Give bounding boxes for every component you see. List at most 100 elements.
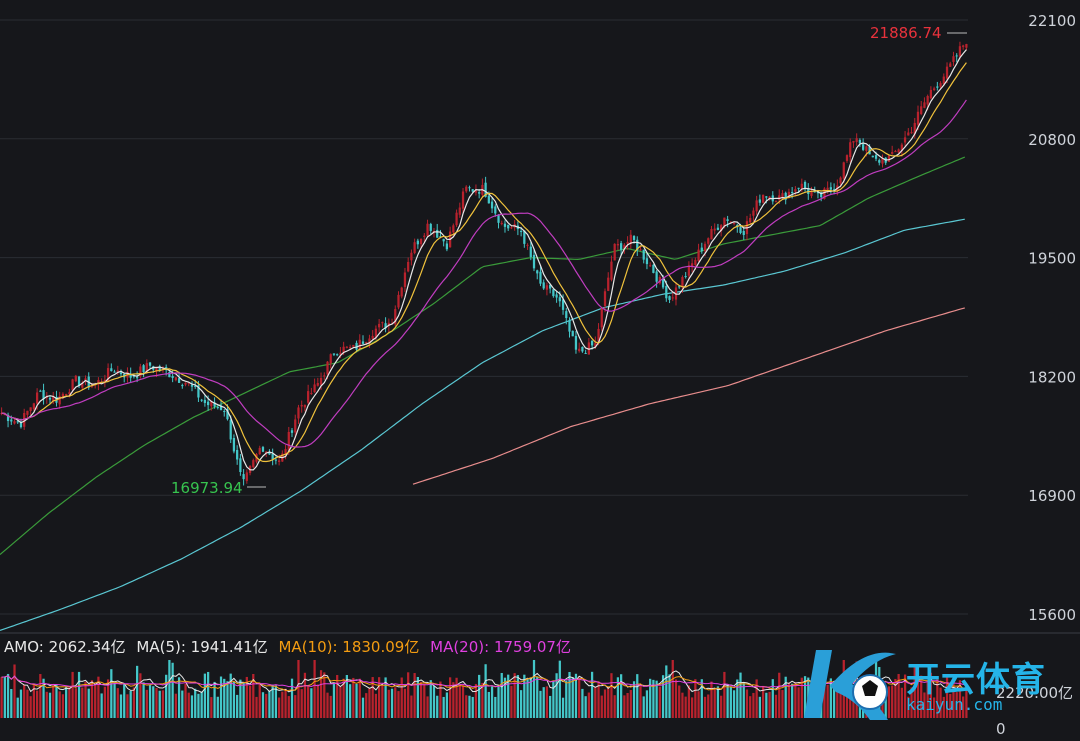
candle-body (936, 86, 939, 88)
candle-body (277, 460, 281, 463)
high-price-label: 21886.74 (870, 24, 942, 42)
candle-body (313, 384, 316, 393)
volume-bar (771, 679, 774, 718)
volume-bar (755, 679, 758, 718)
volume-bar (239, 679, 242, 718)
candle-body (945, 66, 949, 79)
candle-body (532, 254, 536, 269)
volume-bar (826, 684, 829, 718)
volume-bar (484, 664, 487, 718)
candle-body (190, 384, 194, 387)
candle-body (652, 264, 655, 273)
candle-body (920, 106, 923, 115)
candle-body (965, 44, 968, 48)
watermark-url: kaiyun.com (906, 695, 1003, 714)
candle-body (671, 297, 674, 299)
candle-body (229, 419, 232, 440)
volume-bar (749, 696, 752, 718)
ma20-line (1, 99, 967, 448)
candle-body (419, 238, 423, 245)
volume-bar (326, 692, 329, 718)
volume-bar (574, 673, 578, 718)
candle-body (407, 261, 410, 272)
candle-body (916, 111, 920, 125)
volume-bar (290, 678, 294, 718)
volume-scale-min: 0 (996, 720, 1006, 738)
volume-bar (268, 690, 271, 718)
candle-body (842, 162, 845, 179)
volume-bar (552, 680, 555, 718)
volume-bar (126, 694, 129, 718)
candle-body (820, 192, 823, 198)
candle-body (623, 244, 626, 249)
candle-body (232, 438, 236, 452)
volume-bar (578, 677, 581, 718)
candle-body (678, 286, 681, 288)
volume-bar (632, 681, 636, 718)
candle-body (903, 137, 907, 143)
candle-body (829, 187, 832, 190)
volume-bar (103, 686, 106, 718)
volume-bar (636, 674, 639, 718)
candle-body (97, 380, 100, 385)
volume-bar (342, 678, 345, 718)
candle-body (371, 335, 374, 339)
candle-body (439, 236, 442, 238)
candle-body (19, 422, 23, 428)
volume-bar (516, 675, 520, 718)
volume-bar (787, 682, 791, 718)
candle-body (268, 452, 271, 455)
volume-bar (313, 660, 316, 718)
amo-legend: AMO: 2062.34亿 MA(5): 1941.41亿 MA(10): 18… (4, 636, 577, 658)
volume-bar (916, 670, 920, 718)
volume-bar (294, 695, 297, 718)
candle-body (910, 132, 913, 134)
volume-bar (345, 675, 348, 718)
candle-body (732, 222, 736, 224)
volume-bar (613, 695, 616, 718)
candle-body (410, 252, 413, 261)
volume-bar (884, 686, 887, 718)
volume-bar (371, 677, 374, 718)
volume-bar (200, 691, 203, 718)
candle-body (703, 243, 707, 252)
volume-bar (474, 683, 478, 718)
candle-body (16, 421, 19, 423)
volume-bar (394, 687, 397, 718)
ma60-path (0, 156, 966, 556)
volume-bar (932, 697, 936, 718)
amo-ma20: MA(20): 1759.07亿 (430, 638, 571, 656)
volume-bar (732, 690, 736, 718)
candle-body (103, 379, 106, 383)
ma120-path (0, 218, 965, 631)
volume-bar (242, 682, 245, 718)
candle-body (213, 402, 216, 407)
volume-bar (232, 681, 236, 718)
volume-bar (397, 691, 400, 718)
candle-body (474, 190, 478, 193)
volume-bar (323, 672, 326, 718)
candle-body (300, 405, 303, 407)
candle-body (784, 192, 787, 200)
candle-body (687, 265, 691, 276)
volume-bar (55, 684, 58, 718)
candle-body (310, 392, 313, 394)
candle-body (416, 240, 419, 245)
volume-bar (681, 692, 684, 718)
volume-bar (365, 693, 368, 718)
ma250-line (412, 307, 965, 485)
candle-body (626, 242, 629, 244)
candle-body (549, 284, 552, 289)
candle-body (926, 95, 929, 105)
volume-bar (297, 660, 300, 718)
candle-body (216, 407, 219, 409)
candle-body (274, 459, 278, 461)
volume-bar (642, 696, 645, 718)
volume-bar (158, 690, 161, 718)
volume-bar (87, 688, 90, 718)
candle-body (613, 243, 616, 261)
candle-body (597, 328, 600, 342)
volume-bar (774, 694, 778, 718)
candle-body (145, 363, 148, 372)
volume-bar (303, 672, 307, 718)
